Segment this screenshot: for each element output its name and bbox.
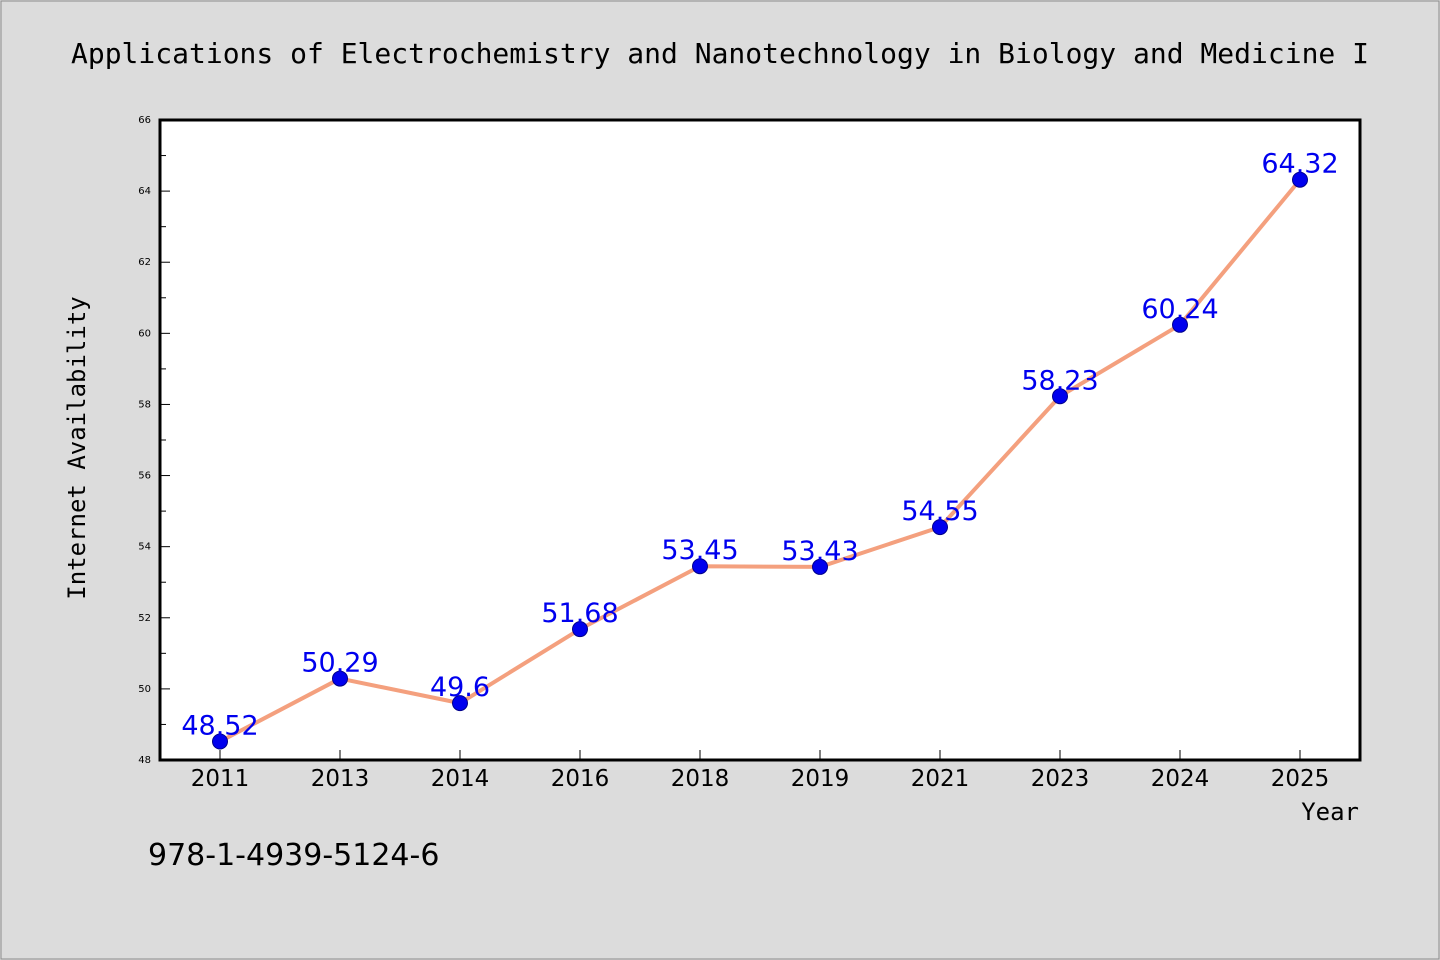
data-label: 53.45 xyxy=(661,535,738,566)
series: 48.52 50.29 49.6 51.68 53.45 53.43 54.55 58.23 6… xyxy=(181,149,1339,750)
data-point xyxy=(1172,316,1188,333)
x-tick-label: 2011 xyxy=(191,766,250,792)
data-point xyxy=(692,558,708,575)
data-point xyxy=(572,621,588,638)
y-axis-label: Internet Availability xyxy=(63,296,91,599)
y-tick-label: 66 xyxy=(138,115,151,126)
y-tick-label: 54 xyxy=(138,542,151,553)
x-axis-label: Year xyxy=(1301,798,1359,826)
x-tick-label: 2013 xyxy=(311,766,370,792)
data-label: 64.32 xyxy=(1261,149,1338,180)
data-point xyxy=(812,558,828,575)
y-tick-label: 60 xyxy=(138,328,151,339)
data-point xyxy=(1292,171,1308,188)
y-tick-label: 58 xyxy=(138,399,151,410)
data-point xyxy=(212,733,228,750)
chart-title: Applications of Electrochemistry and Nan… xyxy=(71,37,1369,70)
plot-area xyxy=(158,118,1362,762)
x-tick-label: 2025 xyxy=(1271,766,1330,792)
data-point xyxy=(1052,388,1068,405)
x-tick-label: 2016 xyxy=(551,766,610,792)
data-label: 58.23 xyxy=(1021,365,1098,396)
data-label: 51.68 xyxy=(541,598,618,629)
data-label: 60.24 xyxy=(1141,294,1218,325)
y-tick-label: 56 xyxy=(138,471,151,482)
y-tick-label: 52 xyxy=(138,613,151,624)
isbn-text: 978-1-4939-5124-6 xyxy=(148,838,439,873)
y-tick-label: 62 xyxy=(138,257,151,268)
data-label: 49.6 xyxy=(430,672,490,703)
data-label: 53.43 xyxy=(781,536,858,567)
x-axis: 2011 2013 2014 2016 2018 2019 2021 2023 2024 2025 xyxy=(191,750,1330,792)
x-tick-label: 2024 xyxy=(1151,766,1210,792)
y-axis: 48 50 52 54 56 58 60 62 64 66 xyxy=(138,115,170,766)
x-tick-label: 2019 xyxy=(791,766,850,792)
x-tick-label: 2018 xyxy=(671,766,730,792)
y-tick-label: 50 xyxy=(138,684,151,695)
data-label: 54.55 xyxy=(901,496,978,527)
data-point xyxy=(932,519,948,536)
x-tick-label: 2023 xyxy=(1031,766,1090,792)
series-line xyxy=(219,178,1302,744)
x-tick-label: 2014 xyxy=(431,766,490,792)
data-point xyxy=(452,695,468,712)
y-tick-label: 64 xyxy=(138,186,151,197)
data-point xyxy=(332,670,348,687)
data-label: 50.29 xyxy=(301,648,378,679)
x-tick-label: 2021 xyxy=(911,766,970,792)
y-tick-label: 48 xyxy=(138,755,151,766)
data-label: 48.52 xyxy=(181,711,258,742)
